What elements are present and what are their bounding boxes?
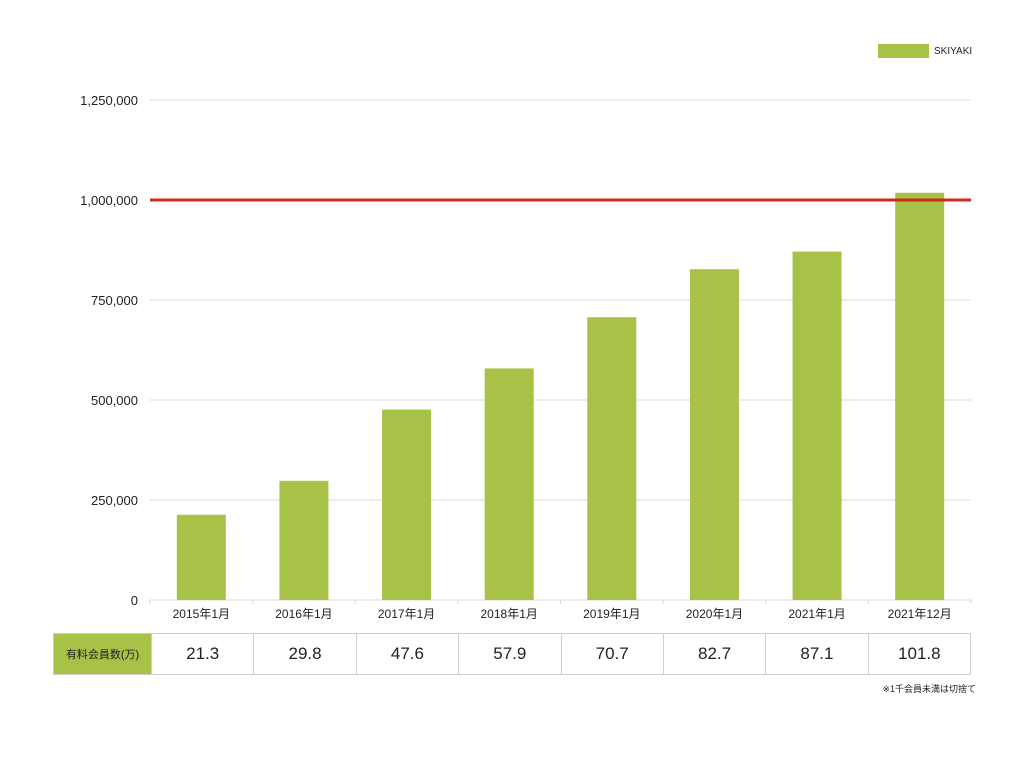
legend: SKIYAKI (878, 44, 972, 58)
bar (587, 317, 637, 600)
bar (279, 480, 329, 600)
y-tick-label: 0 (131, 593, 138, 608)
bar (382, 409, 432, 600)
x-tick-label: 2021年12月 (888, 607, 952, 621)
table-cell: 57.9 (458, 634, 560, 674)
x-tick-label: 2017年1月 (378, 607, 435, 621)
legend-swatch (878, 44, 929, 58)
bar (895, 192, 945, 601)
y-tick-label: 750,000 (91, 293, 138, 308)
y-tick-label: 500,000 (91, 393, 138, 408)
table-cell: 29.8 (253, 634, 355, 674)
table-cell: 101.8 (867, 634, 970, 674)
member-count-table: 有料会員数(万) 21.3 29.8 47.6 57.9 70.7 82.7 8… (53, 633, 971, 675)
table-cell: 47.6 (355, 634, 458, 674)
table-cell: 21.3 (151, 634, 253, 674)
x-axis-ticks: 2015年1月 2016年1月 2017年1月 2018年1月 2019年1月 2020年… (149, 600, 972, 621)
bar (484, 368, 534, 600)
table-cell: 82.7 (662, 634, 765, 674)
x-tick-label: 2015年1月 (173, 607, 230, 621)
x-tick-label: 2021年1月 (788, 607, 845, 621)
legend-label: SKIYAKI (934, 45, 973, 57)
y-axis-ticks: 0 250,000 500,000 750,000 1,000,000 1,250,000 (80, 93, 138, 608)
bar (689, 269, 739, 600)
x-tick-label: 2020年1月 (686, 607, 743, 621)
y-tick-label: 1,000,000 (80, 193, 138, 208)
table-cell: 87.1 (765, 634, 867, 674)
x-tick-label: 2018年1月 (481, 607, 538, 621)
y-tick-label: 1,250,000 (80, 93, 138, 108)
table-cell: 70.7 (560, 634, 663, 674)
bar (176, 514, 226, 600)
gridlines (150, 99, 971, 601)
table-header: 有料会員数(万) (54, 634, 151, 674)
y-tick-label: 250,000 (91, 493, 138, 508)
x-tick-label: 2016年1月 (275, 607, 332, 621)
bars (176, 192, 945, 601)
footnote: ※1千会員未満は切捨て (882, 684, 976, 694)
bar (792, 251, 842, 600)
x-tick-label: 2019年1月 (583, 607, 640, 621)
